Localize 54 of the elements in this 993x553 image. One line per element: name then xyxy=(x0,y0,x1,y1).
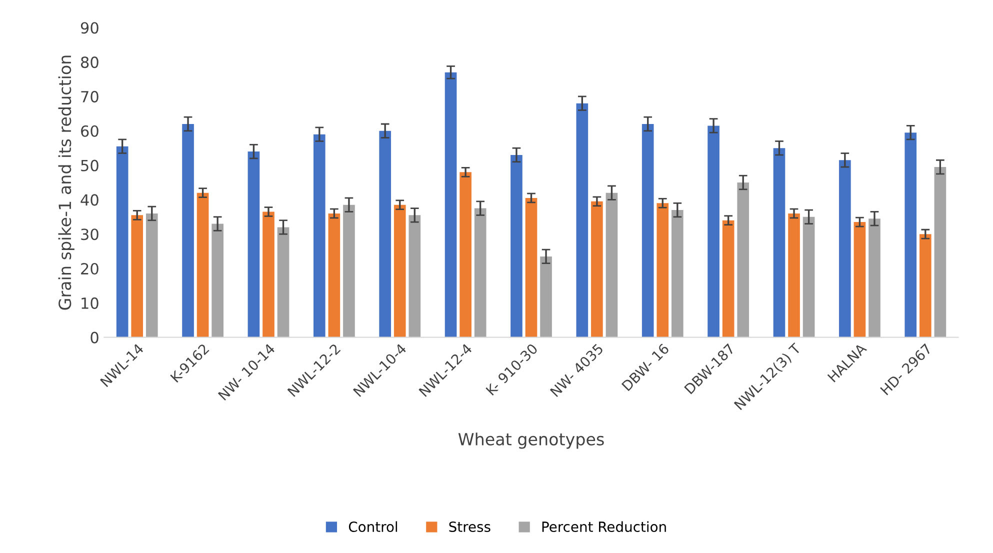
bar xyxy=(328,213,340,338)
bar xyxy=(460,172,472,338)
bar xyxy=(854,222,866,338)
bar xyxy=(737,182,750,338)
bar xyxy=(131,215,144,338)
y-tick-label: 20 xyxy=(81,262,98,275)
y-tick-label: 60 xyxy=(81,125,98,137)
bar xyxy=(656,203,669,338)
legend-label: Stress xyxy=(449,522,490,532)
bar xyxy=(313,134,326,338)
bar xyxy=(248,152,260,338)
bar xyxy=(773,148,786,338)
bar xyxy=(591,201,603,338)
bar xyxy=(868,218,880,338)
y-tick-label: 30 xyxy=(81,228,98,240)
y-tick-label: 50 xyxy=(81,160,98,172)
bar xyxy=(576,103,588,338)
bar xyxy=(474,208,486,338)
legend-label: Percent Reduction xyxy=(542,521,666,532)
y-tick-label: 40 xyxy=(80,194,98,206)
bar xyxy=(904,132,917,338)
bar xyxy=(839,160,851,338)
y-tick-label: 80 xyxy=(81,56,98,68)
bar xyxy=(196,192,209,338)
bar xyxy=(444,72,457,338)
bar xyxy=(934,167,946,338)
bar xyxy=(708,126,720,338)
bar xyxy=(540,256,552,338)
bar xyxy=(212,224,224,338)
bar xyxy=(525,198,538,338)
bar xyxy=(722,220,734,338)
bar xyxy=(343,204,355,338)
y-axis-title: Grain spike-1 and its reduction xyxy=(58,56,74,310)
bar xyxy=(277,227,290,338)
y-tick-label: 0 xyxy=(90,332,98,344)
x-axis-title: Wheat genotypes xyxy=(458,432,604,449)
bar xyxy=(802,216,815,338)
legend-label: Control xyxy=(348,521,398,532)
bar xyxy=(262,212,274,338)
bar xyxy=(788,213,800,338)
bar xyxy=(182,124,194,338)
bar xyxy=(146,213,158,338)
bar xyxy=(510,154,522,338)
bar xyxy=(116,146,128,338)
bar xyxy=(408,215,421,338)
bar xyxy=(606,192,618,338)
bar xyxy=(379,130,392,338)
bar xyxy=(672,210,684,338)
y-tick-label: 10 xyxy=(82,297,98,309)
y-tick-label: 90 xyxy=(80,22,98,34)
y-tick-label: 70 xyxy=(81,90,98,102)
bar xyxy=(919,234,932,338)
bar xyxy=(642,124,654,338)
bar xyxy=(394,204,406,338)
